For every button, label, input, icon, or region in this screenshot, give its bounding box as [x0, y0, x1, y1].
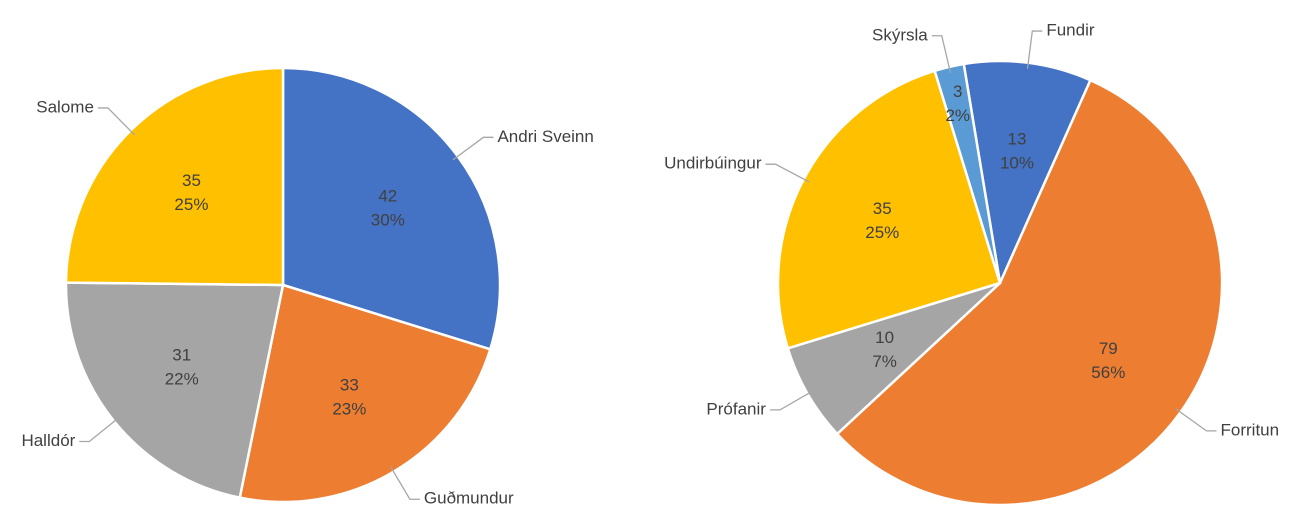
percent-label: 30%	[371, 210, 405, 229]
percent-label: 56%	[1091, 363, 1125, 382]
category-label: Undirbúingur	[664, 154, 762, 173]
value-label: 31	[172, 345, 191, 364]
category-label: Salome	[36, 97, 94, 116]
percent-label: 2%	[945, 106, 970, 125]
leader-line	[769, 390, 814, 411]
leader-line	[97, 107, 136, 136]
category-label: Halldór	[21, 431, 75, 450]
leader-line	[79, 417, 120, 443]
percent-label: 25%	[865, 223, 899, 242]
value-label: 35	[873, 199, 892, 218]
leader-line	[389, 466, 420, 500]
percent-label: 10%	[1000, 153, 1034, 172]
value-label: 13	[1007, 129, 1026, 148]
percent-label: 7%	[872, 352, 897, 371]
value-label: 79	[1099, 339, 1118, 358]
leader-line	[1026, 30, 1043, 69]
percent-label: 22%	[165, 369, 199, 388]
pie-slice	[64, 66, 285, 287]
category-label: Forritun	[1221, 420, 1280, 439]
category-label: Prófanir	[706, 399, 766, 418]
category-label: Skýrsla	[872, 25, 928, 44]
percent-label: 23%	[332, 400, 366, 419]
value-label: 33	[340, 376, 359, 395]
category-label: Andri Sveinn	[497, 127, 593, 146]
value-label: 10	[875, 328, 894, 347]
category-label: Fundir	[1046, 21, 1095, 40]
percent-label: 25%	[174, 195, 208, 214]
leader-line	[765, 163, 810, 183]
value-label: 35	[182, 171, 201, 190]
leader-line	[1175, 408, 1217, 432]
leader-line	[931, 35, 952, 73]
leader-line	[452, 136, 494, 161]
value-label: 3	[953, 82, 962, 101]
value-label: 42	[378, 186, 397, 205]
category-label: Guðmundur	[424, 489, 514, 508]
